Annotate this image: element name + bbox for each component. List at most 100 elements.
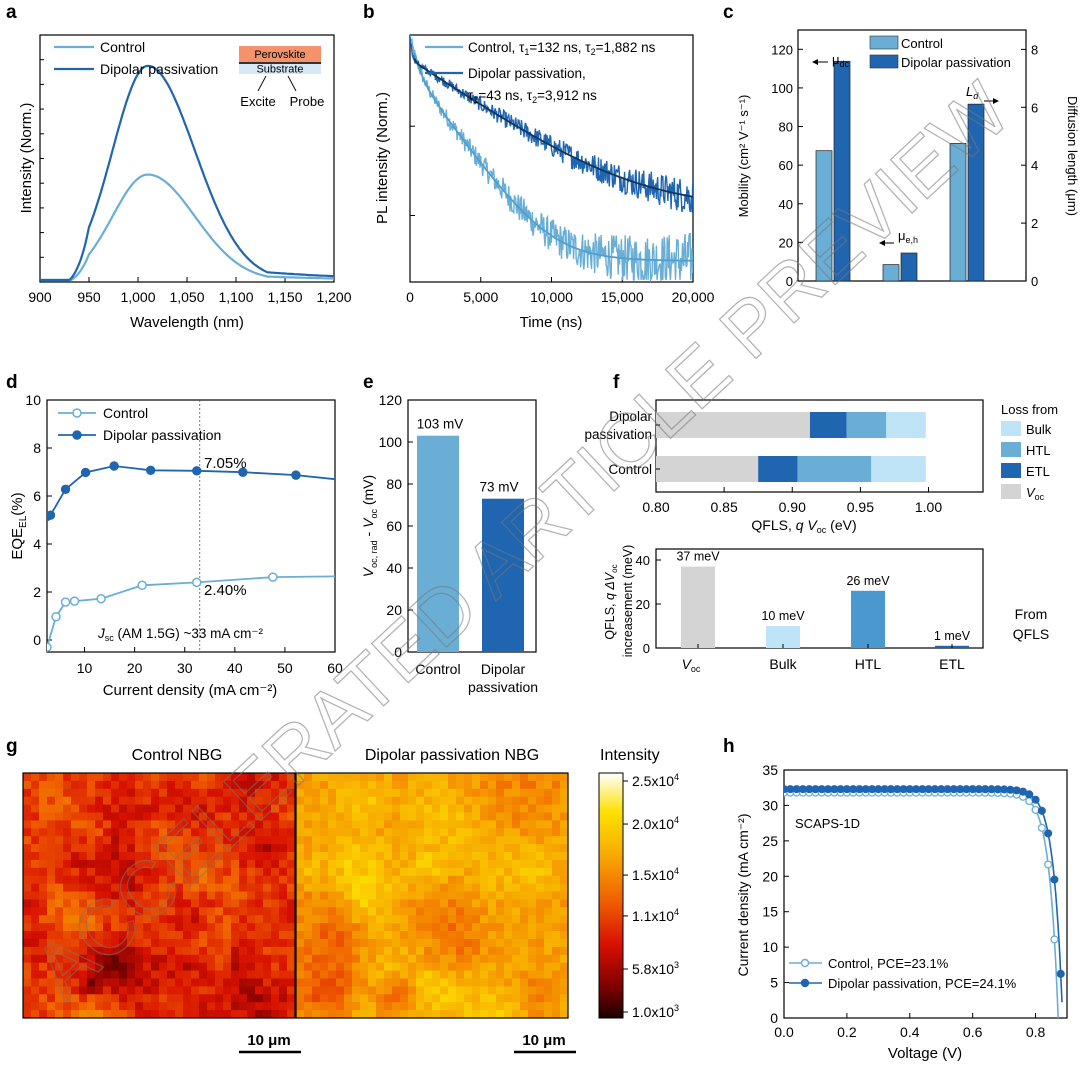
heatmap-cell [400, 946, 409, 956]
heatmap-cell [231, 804, 240, 813]
heatmap-cell [304, 820, 313, 829]
heatmap-cell [79, 804, 88, 813]
heatmap-cell [215, 820, 224, 829]
heatmap-cell [480, 1002, 489, 1011]
heatmap-cell [496, 907, 505, 916]
heatmap-cell [416, 994, 425, 1003]
panel-c-y2tick-label: 2 [1031, 216, 1038, 231]
heatmap-cell [111, 907, 120, 916]
heatmap-cell [368, 773, 377, 782]
heatmap-cell [496, 962, 505, 971]
heatmap-cell [392, 796, 401, 806]
heatmap-cell [392, 852, 401, 861]
heatmap-cell [312, 773, 321, 782]
heatmap-cell [312, 875, 321, 885]
panel-h-marker-control [1044, 860, 1053, 869]
heatmap-cell [263, 962, 272, 971]
heatmap-cell [55, 915, 64, 924]
heatmap-cell [151, 796, 160, 806]
heatmap-cell [23, 931, 32, 940]
heatmap-cell [271, 938, 280, 948]
heatmap-cell [207, 986, 216, 995]
heatmap-cell [255, 852, 264, 861]
panel-c-bar-dipolar [833, 60, 851, 282]
heatmap-cell [151, 867, 160, 877]
heatmap-cell [47, 915, 56, 924]
heatmap-cell [440, 796, 449, 806]
heatmap-cell [312, 1010, 321, 1019]
heatmap-cell [400, 938, 409, 948]
heatmap-cell [103, 915, 112, 924]
panel-h-marker-dipolar [1025, 790, 1034, 799]
heatmap-cell [328, 836, 337, 845]
heatmap-cell [127, 820, 136, 829]
heatmap-cell [287, 978, 296, 987]
heatmap-cell [47, 907, 56, 916]
heatmap-cell [480, 899, 489, 908]
heatmap-cell [392, 907, 401, 916]
heatmap-cell [143, 962, 152, 971]
heatmap-cell [328, 796, 337, 806]
heatmap-cell [79, 788, 88, 798]
heatmap-cell [279, 946, 288, 956]
heatmap-cell [504, 836, 513, 845]
heatmap-cell [231, 788, 240, 798]
heatmap-cell [440, 970, 449, 979]
panel-c-arrowhead-mu-dc [812, 59, 818, 65]
heatmap-cell [279, 828, 288, 837]
heatmap-cell [528, 883, 537, 892]
heatmap-cell [199, 970, 208, 979]
heatmap-cell [312, 867, 321, 877]
heatmap-cell [528, 907, 537, 916]
heatmap-cell [456, 867, 465, 877]
heatmap-cell [39, 915, 48, 924]
heatmap-cell [312, 970, 321, 979]
heatmap-cell [207, 915, 216, 924]
heatmap-cell [47, 875, 56, 885]
panel-f-top: 0.80 0.85 0.90 0.95 1.00 DipolarpassivationC… [584, 399, 1058, 535]
heatmap-cell [31, 788, 40, 798]
heatmap-cell [79, 820, 88, 829]
heatmap-cell [279, 867, 288, 877]
heatmap-cell [47, 788, 56, 798]
heatmap-cell [560, 820, 569, 829]
heatmap-cell [528, 820, 537, 829]
ft-xunit: (eV) [826, 517, 856, 533]
heatmap-cell [287, 828, 296, 837]
heatmap-cell [552, 883, 561, 892]
panel-c-ytick-label: 80 [779, 120, 793, 135]
heatmap-cell [472, 859, 481, 869]
heatmap-cell [424, 970, 433, 979]
heatmap-cell [191, 836, 200, 845]
heatmap-cell [143, 875, 152, 885]
heatmap-cell [31, 994, 40, 1003]
heatmap-cell [135, 836, 144, 845]
heatmap-cell [39, 899, 48, 908]
heatmap-cell [71, 994, 80, 1003]
heatmap-cell [560, 970, 569, 979]
heatmap-cell [520, 970, 529, 979]
heatmap-cell [400, 962, 409, 971]
heatmap-cell [255, 836, 264, 845]
panel-c-ytick-label: 120 [771, 42, 793, 57]
panel-e-ytick-label: 60 [386, 518, 402, 534]
heatmap-cell [488, 915, 497, 924]
heatmap-cell [199, 962, 208, 971]
heatmap-cell [376, 994, 385, 1003]
heatmap-cell [504, 923, 513, 932]
heatmap-cell [151, 780, 160, 790]
heatmap-cell [520, 891, 529, 900]
heatmap-cell [328, 844, 337, 853]
heatmap-cell [384, 1002, 393, 1011]
heatmap-cell [79, 875, 88, 885]
heatmap-cell [328, 1002, 337, 1011]
heatmap-cell [520, 780, 529, 790]
heatmap-cell [79, 844, 88, 853]
heatmap-cell [376, 986, 385, 995]
panel-c-bar-control [949, 142, 967, 282]
heatmap-cell [544, 828, 553, 837]
heatmap-cell [384, 773, 393, 782]
heatmap-cell [55, 875, 64, 885]
heatmap-cell [544, 907, 553, 916]
heatmap-cell [472, 828, 481, 837]
